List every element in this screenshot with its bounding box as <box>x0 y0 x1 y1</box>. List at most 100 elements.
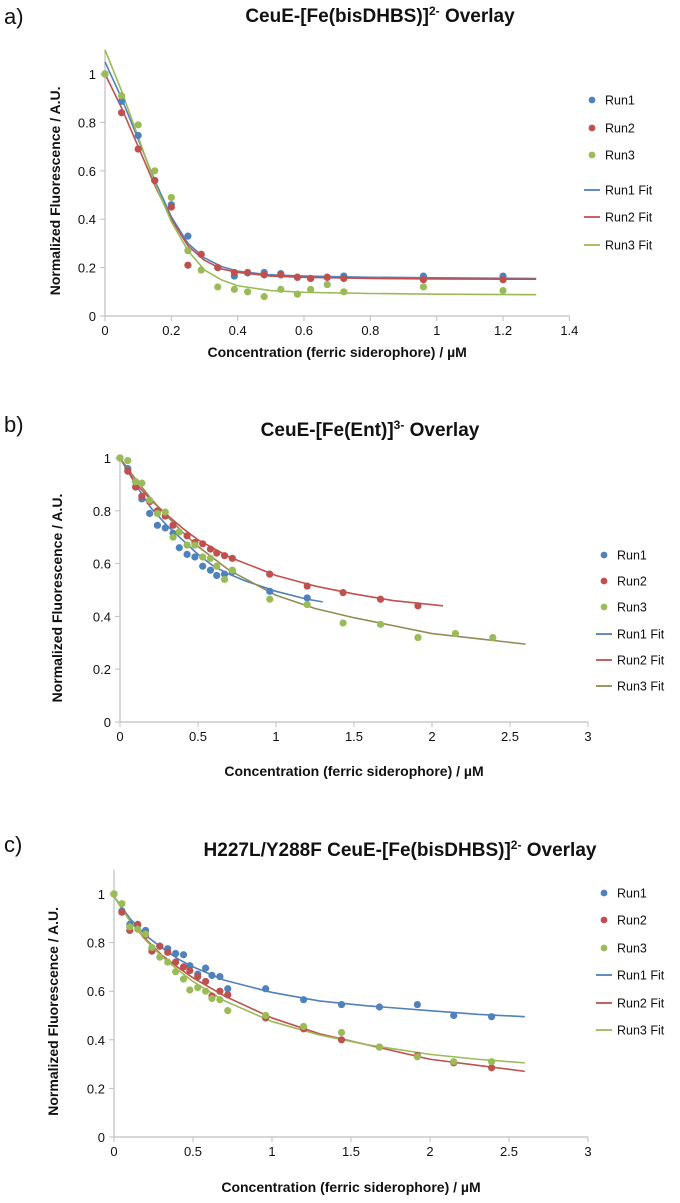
legend-marker <box>600 603 608 611</box>
data-point-run3 <box>230 285 238 293</box>
data-point-run1 <box>337 1000 346 1009</box>
x-tick-label: 1 <box>272 729 279 744</box>
data-point-run3 <box>197 266 205 274</box>
chart-title: CeuE-[Fe(bisDHBS)]2- Overlay <box>245 4 515 27</box>
data-point-run2 <box>499 276 507 284</box>
data-point-run3 <box>116 454 124 462</box>
data-point-run2 <box>214 264 222 272</box>
data-point-run3 <box>214 283 222 291</box>
data-point-run3 <box>124 457 132 465</box>
data-point-run2 <box>244 268 252 277</box>
legend-label: Run1 <box>605 94 635 108</box>
data-point-run2 <box>132 483 140 491</box>
y-tick-label: 0.4 <box>93 609 111 624</box>
x-tick-label: 1.4 <box>560 323 578 338</box>
chart-title: CeuE-[Fe(Ent)]3- Overlay <box>261 418 480 441</box>
legend-label: Run1 Fit <box>617 969 665 983</box>
data-point-run1 <box>117 97 126 105</box>
data-point-run2 <box>206 545 215 553</box>
legend-label: Run3 Fit <box>605 239 653 253</box>
data-point-run3 <box>293 290 301 298</box>
data-point-run3 <box>151 167 159 175</box>
chart-1: b) CeuE-[Fe(Ent)]3- Overlay 0 0.5 1 1.5 2 2.5 3 0… <box>4 412 665 779</box>
data-point-run2 <box>216 987 224 995</box>
data-point-run1 <box>179 951 188 959</box>
title-sup: 3- <box>394 418 405 432</box>
y-tick-label: 0.4 <box>78 212 96 227</box>
data-point-run3 <box>146 496 154 504</box>
fit-line-run2-fit <box>104 73 537 281</box>
data-point-run3 <box>277 285 285 293</box>
chart-title: H227L/Y288F CeuE-[Fe(bisDHBS)]2- Overlay <box>204 838 597 861</box>
data-point-run2 <box>230 268 238 277</box>
x-tick-label: 1.5 <box>342 1144 360 1159</box>
data-point-run3 <box>340 288 348 296</box>
y-tick-label: 1 <box>98 887 105 902</box>
data-point-run1 <box>303 594 311 602</box>
y-tick-label: 0.8 <box>93 504 111 519</box>
x-tick-label: 0 <box>110 1144 117 1159</box>
data-point-run2 <box>307 274 315 283</box>
data-point-run3 <box>450 1058 458 1066</box>
data-point-run1 <box>183 550 191 558</box>
data-point-run3 <box>138 479 146 487</box>
x-tick-label: 2 <box>426 1144 433 1159</box>
data-point-run3 <box>156 953 164 961</box>
y-axis-label: Normalized Fluorescence / A.U. <box>49 494 65 703</box>
data-point-run3 <box>244 288 252 296</box>
data-point-run3 <box>303 600 311 609</box>
legend-label: Run2 Fit <box>617 654 665 668</box>
y-tick-label: 0.2 <box>78 261 96 276</box>
data-point-run3 <box>169 533 177 541</box>
data-point-run1 <box>208 971 216 980</box>
data-point-run1 <box>216 973 224 981</box>
x-axis-label: Concentration (ferric siderophore) / µM <box>221 1179 480 1195</box>
data-point-run3 <box>101 70 109 78</box>
data-point-run1 <box>172 949 180 958</box>
data-point-run3 <box>376 620 385 628</box>
data-point-run2 <box>303 582 311 590</box>
data-point-run3 <box>132 478 140 486</box>
data-point-run1 <box>175 544 183 552</box>
y-tick-label: 0.6 <box>93 557 111 572</box>
data-point-run3 <box>161 508 169 516</box>
data-point-run3 <box>142 930 150 938</box>
y-tick-label: 0.4 <box>87 1033 105 1048</box>
data-point-run1 <box>375 1003 384 1011</box>
x-tick-label: 0.2 <box>162 323 180 338</box>
legend-marker <box>588 151 596 159</box>
y-tick-label: 1 <box>104 451 111 466</box>
legend-label: Run1 Fit <box>617 628 665 642</box>
panel-label: c) <box>4 832 22 857</box>
data-point-run3 <box>194 983 202 992</box>
data-point-run2 <box>202 977 210 986</box>
legend-label: Run2 <box>617 914 647 928</box>
x-tick-label: 0.5 <box>184 1144 202 1159</box>
data-point-run2 <box>266 570 274 578</box>
data-point-run1 <box>161 524 169 532</box>
legend-marker <box>600 916 608 924</box>
legend-marker <box>600 889 608 897</box>
data-point-run2 <box>167 203 175 211</box>
data-point-run3 <box>489 633 497 642</box>
data-point-run3 <box>375 1043 384 1051</box>
legend-marker <box>588 96 596 104</box>
y-tick-label: 0.2 <box>87 1081 105 1096</box>
data-point-run3 <box>167 193 175 202</box>
data-point-run3 <box>199 553 207 561</box>
data-point-run1 <box>224 985 232 993</box>
legend-marker <box>600 551 608 559</box>
data-point-run2 <box>339 589 347 597</box>
data-point-run3 <box>118 900 126 908</box>
y-tick-label: 0.6 <box>87 984 105 999</box>
x-tick-label: 2.5 <box>501 729 519 744</box>
data-point-run3 <box>488 1058 496 1066</box>
x-axis-label: Concentration (ferric siderophore) / µM <box>224 763 483 779</box>
title-sup: 2- <box>511 838 522 852</box>
legend-marker <box>600 944 608 952</box>
data-point-run3 <box>228 566 236 574</box>
data-point-run3 <box>220 575 229 584</box>
x-tick-label: 0.5 <box>189 729 207 744</box>
x-axis-label: Concentration (ferric siderophore) / µM <box>208 344 467 360</box>
data-point-run3 <box>148 943 156 952</box>
